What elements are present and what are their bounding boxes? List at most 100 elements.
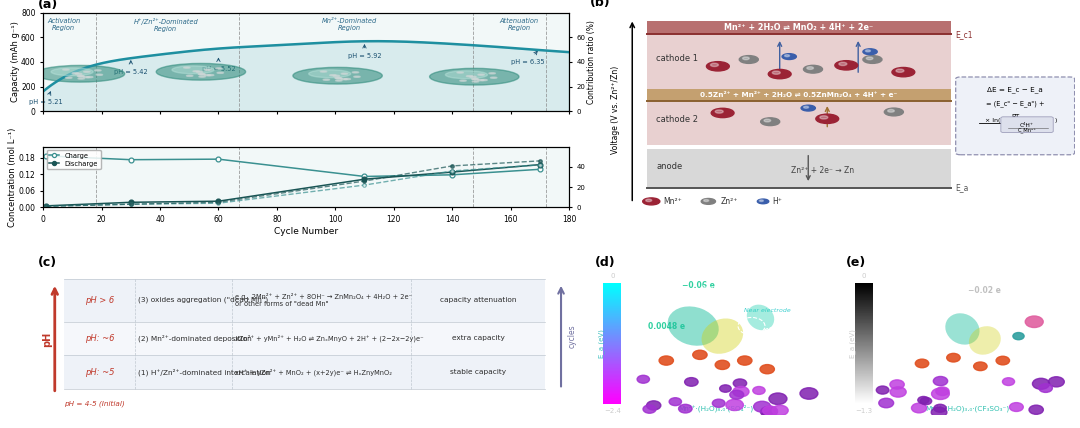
Circle shape	[885, 108, 903, 116]
Circle shape	[760, 407, 777, 417]
Text: anode: anode	[656, 162, 683, 171]
Circle shape	[890, 380, 904, 389]
Circle shape	[820, 116, 828, 119]
FancyBboxPatch shape	[956, 77, 1075, 155]
Circle shape	[1010, 403, 1023, 411]
Circle shape	[947, 354, 960, 362]
Circle shape	[760, 365, 774, 374]
Text: 0.5Zn²⁺ + Mn²⁺ + 2H₂O ⇌ 0.5ZnMn₂O₄ + 4H⁺ + e⁻: 0.5Zn²⁺ + Mn²⁺ + 2H₂O ⇌ 0.5ZnMn₂O₄ + 4H⁺…	[700, 92, 897, 98]
Text: 0.0048 e: 0.0048 e	[648, 321, 686, 330]
Circle shape	[78, 78, 84, 79]
X-axis label: Cycle Number: Cycle Number	[274, 227, 338, 236]
Circle shape	[66, 77, 72, 78]
Charge	[212, 157, 225, 162]
Text: −0.06 e: −0.06 e	[681, 281, 715, 290]
Circle shape	[760, 118, 780, 125]
Circle shape	[706, 62, 729, 71]
Circle shape	[63, 69, 69, 70]
Discharge	[212, 199, 225, 204]
Text: Mn²⁺ + 2H₂O ⇌ MnO₂ + 4H⁺ + 2e⁻: Mn²⁺ + 2H₂O ⇌ MnO₂ + 4H⁺ + 2e⁻	[724, 23, 874, 32]
Circle shape	[336, 78, 342, 79]
Circle shape	[341, 73, 348, 74]
Circle shape	[762, 406, 778, 415]
Circle shape	[647, 401, 661, 410]
Text: nF: nF	[1011, 125, 1020, 131]
Circle shape	[78, 76, 84, 77]
Circle shape	[1025, 316, 1043, 327]
Circle shape	[473, 79, 478, 80]
Circle shape	[740, 56, 758, 63]
Ellipse shape	[969, 326, 1001, 355]
Text: 0: 0	[610, 273, 615, 279]
Circle shape	[293, 67, 382, 84]
Circle shape	[888, 110, 894, 112]
Circle shape	[329, 74, 336, 76]
Circle shape	[701, 199, 715, 204]
Y-axis label: Contribution ratio (%): Contribution ratio (%)	[586, 20, 596, 104]
Y-axis label: Capacity (mAh g⁻¹): Capacity (mAh g⁻¹)	[11, 21, 19, 102]
Circle shape	[354, 76, 360, 77]
Text: capacity attenuation: capacity attenuation	[440, 297, 516, 303]
Ellipse shape	[667, 306, 719, 346]
Text: pH = 4-5 (Initial): pH = 4-5 (Initial)	[64, 400, 125, 407]
Circle shape	[216, 68, 222, 69]
Text: −2.4: −2.4	[604, 408, 621, 414]
Circle shape	[197, 71, 203, 72]
Circle shape	[670, 398, 681, 406]
Circle shape	[712, 108, 734, 118]
Circle shape	[1029, 405, 1043, 414]
Circle shape	[863, 56, 882, 63]
Circle shape	[678, 404, 692, 413]
Circle shape	[637, 375, 649, 383]
Text: −0.02 e: −0.02 e	[969, 285, 1001, 294]
Text: (b): (b)	[590, 0, 610, 9]
Circle shape	[692, 350, 707, 360]
Circle shape	[336, 80, 342, 81]
Charge	[124, 157, 137, 162]
Circle shape	[772, 71, 780, 74]
Text: cycles: cycles	[568, 324, 577, 348]
Text: xZn²⁺ + yMn²⁺ + H₂O ⇌ ZnₓMnyO + 2H⁺ + (2−2x−2y)e⁻: xZn²⁺ + yMn²⁺ + H₂O ⇌ ZnₓMnyO + 2H⁺ + (2…	[235, 335, 423, 342]
Circle shape	[835, 61, 858, 70]
Circle shape	[199, 74, 205, 75]
Circle shape	[704, 199, 708, 202]
Circle shape	[733, 386, 750, 397]
Circle shape	[76, 73, 82, 74]
Circle shape	[753, 386, 765, 394]
Circle shape	[934, 404, 946, 412]
Text: pH = 5.21: pH = 5.21	[29, 92, 63, 105]
Text: pH = 5.92: pH = 5.92	[348, 45, 381, 59]
Charge	[534, 167, 546, 172]
Circle shape	[719, 385, 731, 392]
Circle shape	[333, 75, 339, 77]
Circle shape	[890, 387, 906, 397]
Circle shape	[51, 68, 93, 76]
Circle shape	[715, 360, 729, 369]
Text: Voltage (V vs. Zn²⁺/Zn): Voltage (V vs. Zn²⁺/Zn)	[611, 66, 620, 154]
Text: pH: ~5: pH: ~5	[85, 368, 114, 377]
Y-axis label: Concentration (mol L⁻¹): Concentration (mol L⁻¹)	[9, 127, 17, 227]
Text: (a): (a)	[38, 0, 58, 11]
FancyBboxPatch shape	[647, 101, 950, 145]
Circle shape	[86, 77, 93, 78]
Circle shape	[83, 77, 90, 78]
FancyBboxPatch shape	[647, 149, 950, 188]
Circle shape	[764, 119, 771, 122]
Text: = (E_cᵒ − E_aᵒ) +: = (E_cᵒ − E_aᵒ) +	[986, 100, 1044, 107]
Circle shape	[892, 68, 915, 77]
Circle shape	[96, 74, 103, 75]
FancyBboxPatch shape	[647, 89, 950, 101]
Circle shape	[490, 77, 497, 78]
Circle shape	[470, 76, 476, 77]
Text: Attenuation
Region: Attenuation Region	[500, 18, 539, 31]
Circle shape	[309, 70, 351, 77]
Line: Charge: Charge	[43, 153, 542, 179]
Circle shape	[157, 63, 245, 80]
Circle shape	[36, 65, 124, 82]
Circle shape	[879, 398, 893, 408]
Circle shape	[711, 63, 718, 66]
Text: cathode 2: cathode 2	[656, 115, 698, 124]
Circle shape	[1013, 333, 1024, 340]
Circle shape	[643, 405, 656, 413]
Circle shape	[996, 356, 1010, 365]
